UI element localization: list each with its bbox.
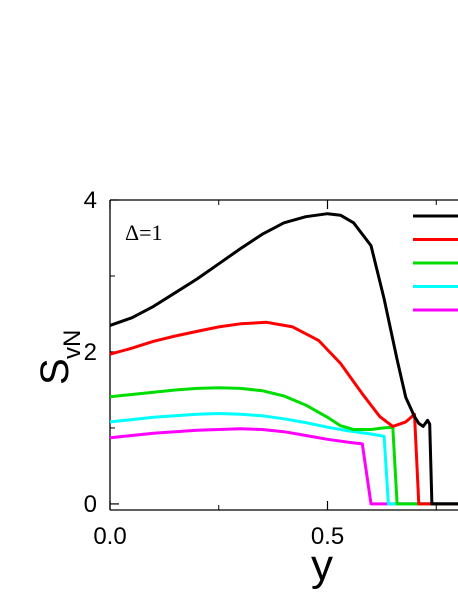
- y-axis-label: SvN: [33, 330, 86, 385]
- y-axis-label-main: S: [33, 358, 77, 385]
- series-line-3: [109, 386, 458, 506]
- series-line-4: [109, 412, 458, 506]
- series-line-1: [109, 212, 458, 506]
- delta-annotation: Δ=1: [125, 220, 163, 245]
- legend: [413, 214, 458, 312]
- x-tick-label: 0.0: [93, 523, 126, 550]
- y-tick-label: 4: [84, 187, 97, 214]
- x-axis-label: y: [311, 541, 333, 590]
- y-tick-label: 2: [84, 339, 97, 366]
- y-tick-label: 0: [84, 491, 97, 518]
- axis-ticks: 0.0 0.5 0 2 4: [84, 187, 437, 550]
- series-line-2: [109, 320, 458, 506]
- series-lines: [109, 212, 458, 506]
- series-line-5: [109, 427, 458, 506]
- plot-frame: [109, 199, 458, 511]
- axis-labels: Δ=1 y SvN: [33, 220, 333, 590]
- y-axis-label-subscript: vN: [59, 330, 86, 359]
- x-tick-label: 0.5: [311, 523, 344, 550]
